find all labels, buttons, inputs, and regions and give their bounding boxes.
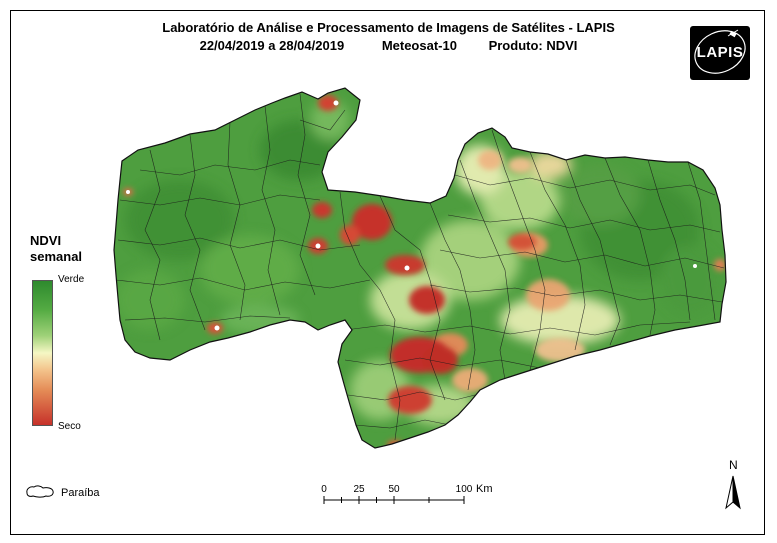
date-range: 22/04/2019 a 28/04/2019 (199, 38, 345, 53)
satellite-icon (694, 29, 746, 74)
scale-tick-0: 0 (321, 484, 327, 495)
north-label: N (729, 458, 738, 472)
product-name: Produto: NDVI (488, 38, 578, 53)
state-boundary (113, 87, 727, 449)
inset-label: Paraíba (61, 487, 100, 499)
scale-tick-50: 50 (388, 484, 400, 495)
legend-title-line2: semanal (30, 249, 83, 264)
legend-title-line1: NDVI (30, 233, 62, 248)
north-arrow-icon (725, 475, 741, 510)
legend-label-verde: Verde (58, 274, 85, 285)
legend-color-ramp (32, 280, 53, 426)
logo-text: LAPIS (696, 44, 744, 61)
scale-bar: 0 25 50 100 Km (321, 483, 493, 504)
scale-unit: Km (476, 483, 493, 495)
map-subtitle: 22/04/2019 a 28/04/2019 Meteosat-10 Prod… (0, 38, 777, 53)
legend-label-seco: Seco (58, 421, 81, 432)
scale-tick-25: 25 (353, 484, 365, 495)
lapis-logo: LAPIS (690, 26, 750, 80)
map-frame (10, 10, 765, 535)
paraiba-outline-icon (26, 485, 54, 498)
legend-title: NDVI semanal (30, 233, 82, 265)
satellite-name: Meteosat-10 (381, 38, 457, 53)
map-title: Laboratório de Análise e Processamento d… (162, 20, 615, 35)
scale-tick-100: 100 (456, 484, 473, 495)
